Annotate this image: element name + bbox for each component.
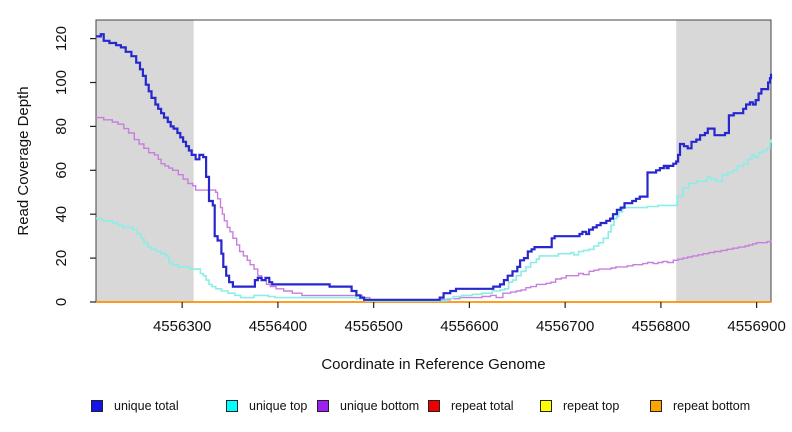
x-tick-label: 4556500 [344,318,402,335]
x-tick-label: 4556600 [440,318,498,335]
y-axis-title: Read Coverage Depth [15,86,32,236]
plot-box [95,19,772,303]
legend-item-repeat-bottom: repeat bottom [650,399,750,413]
x-tick-label: 4556800 [632,318,690,335]
legend-label: repeat top [563,399,620,413]
y-tick-label: 20 [53,250,70,267]
series-unique-total [96,33,773,301]
legend-item-repeat-top: repeat top [540,399,619,413]
legend-label: unique bottom [340,399,420,413]
legend-swatch [428,400,440,412]
legend-label: repeat bottom [673,399,751,413]
legend-item-unique-top: unique top [226,399,307,413]
legend-swatch [650,400,662,412]
legend-swatch [91,400,103,412]
legend-label: unique total [114,399,179,413]
y-tick-label: 120 [53,26,70,51]
y-tick-label: 0 [53,298,70,306]
y-tick-label: 80 [53,118,70,135]
x-axis-title: Coordinate in Reference Genome [321,356,546,373]
legend-label: repeat total [451,399,514,413]
y-tick-label: 60 [53,162,70,179]
series-unique-top [96,139,772,302]
x-tick-label: 4556900 [727,318,785,335]
y-tick-label: 40 [53,206,70,223]
legend-label: unique top [249,399,308,413]
x-tick-label: 4556300 [153,318,211,335]
legend-item-unique-total: unique total [91,399,179,413]
x-tick-label: 4556400 [249,318,307,335]
legend-swatch [226,400,238,412]
x-tick-label: 4556700 [536,318,594,335]
legend-item-repeat-total: repeat total [428,399,514,413]
legend-item-unique-bottom: unique bottom [317,399,419,413]
legend-swatch [317,400,329,412]
series-unique-bottom [96,116,772,301]
shaded-region [676,20,771,302]
shaded-region [96,20,194,302]
legend-swatch [540,400,552,412]
y-tick-label: 100 [53,70,70,95]
